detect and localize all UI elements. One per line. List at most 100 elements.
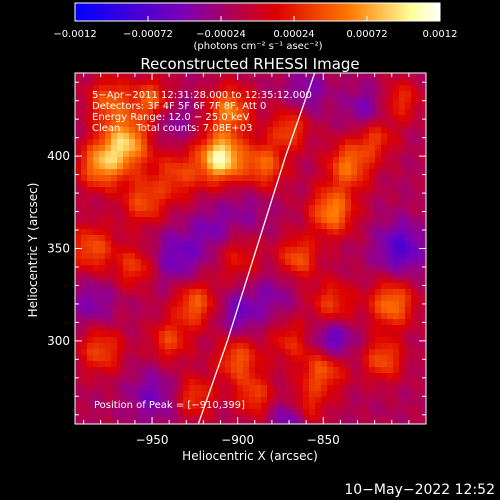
heatmap-cell [357,265,363,271]
heatmap-cell [351,91,357,97]
heatmap-cell [183,277,189,283]
heatmap-cell [189,163,195,169]
heatmap-cell [369,205,375,211]
heatmap-cell [363,241,369,247]
heatmap-cell [219,157,225,163]
heatmap-cell [321,349,327,355]
heatmap-cell [165,355,171,361]
heatmap-cell [423,373,426,379]
heatmap-cell [225,283,231,289]
heatmap-cell [315,157,321,163]
heatmap-cell [117,259,123,265]
heatmap-cell [399,409,405,415]
heatmap-cell [393,193,399,199]
heatmap-cell [375,175,381,181]
heatmap-cell [405,307,411,313]
heatmap-cell [111,97,117,103]
heatmap-cell [303,103,309,109]
heatmap-cell [363,385,369,391]
heatmap-cell [117,97,123,103]
heatmap-cell [141,277,147,283]
heatmap-cell [177,397,183,403]
heatmap-cell [213,355,219,361]
heatmap-cell [351,103,357,109]
heatmap-cell [411,379,417,385]
heatmap-cell [159,253,165,259]
heatmap-cell [393,103,399,109]
heatmap-cell [93,397,99,403]
heatmap-cell [111,169,117,175]
heatmap-cell [213,85,219,91]
heatmap-cell [423,397,426,403]
heatmap-cell [357,145,363,151]
heatmap-cell [105,91,111,97]
heatmap-cell [261,253,267,259]
heatmap-cell [213,73,219,79]
heatmap-cell [87,211,93,217]
heatmap-cell [309,229,315,235]
heatmap-cell [111,73,117,79]
heatmap-cell [273,229,279,235]
heatmap-cell [297,277,303,283]
heatmap-cell [123,121,129,127]
heatmap-cell [339,295,345,301]
heatmap-cell [261,259,267,265]
heatmap-cell [303,235,309,241]
heatmap-cell [369,367,375,373]
heatmap-cell [123,151,129,157]
heatmap-cell [201,103,207,109]
heatmap-cell [411,103,417,109]
heatmap-cell [255,121,261,127]
heatmap-cell [363,193,369,199]
heatmap-cell [171,271,177,277]
heatmap-cell [159,349,165,355]
heatmap-cell [369,355,375,361]
heatmap-cell [351,295,357,301]
heatmap-cell [195,235,201,241]
heatmap-cell [93,223,99,229]
heatmap-cell [183,331,189,337]
heatmap-cell [315,373,321,379]
heatmap-cell [399,175,405,181]
heatmap-cell [417,265,423,271]
heatmap-cell [273,115,279,121]
heatmap-cell [387,187,393,193]
heatmap-cell [75,415,81,421]
heatmap-cell [183,289,189,295]
heatmap-cell [375,319,381,325]
heatmap-cell [345,283,351,289]
heatmap-cell [189,223,195,229]
heatmap-cell [171,319,177,325]
heatmap-cell [135,421,141,424]
heatmap-cell [279,307,285,313]
heatmap-cell [363,289,369,295]
heatmap-cell [411,391,417,397]
heatmap-cell [75,283,81,289]
heatmap-cell [117,127,123,133]
heatmap-cell [165,127,171,133]
heatmap-cell [147,109,153,115]
heatmap-cell [165,97,171,103]
heatmap-cell [267,337,273,343]
heatmap-cell [297,373,303,379]
heatmap-cell [333,199,339,205]
heatmap-cell [327,253,333,259]
heatmap-cell [345,73,351,79]
heatmap-cell [249,205,255,211]
heatmap-cell [399,373,405,379]
heatmap-cell [387,151,393,157]
heatmap-cell [189,151,195,157]
heatmap-cell [399,157,405,163]
heatmap-cell [315,385,321,391]
heatmap-cell [129,199,135,205]
heatmap-cell [135,331,141,337]
heatmap-cell [183,109,189,115]
heatmap-cell [381,145,387,151]
heatmap-cell [189,79,195,85]
heatmap-cell [159,373,165,379]
heatmap-cell [243,409,249,415]
heatmap-cell [135,271,141,277]
heatmap-cell [411,133,417,139]
heatmap-cell [399,181,405,187]
heatmap-cell [171,139,177,145]
